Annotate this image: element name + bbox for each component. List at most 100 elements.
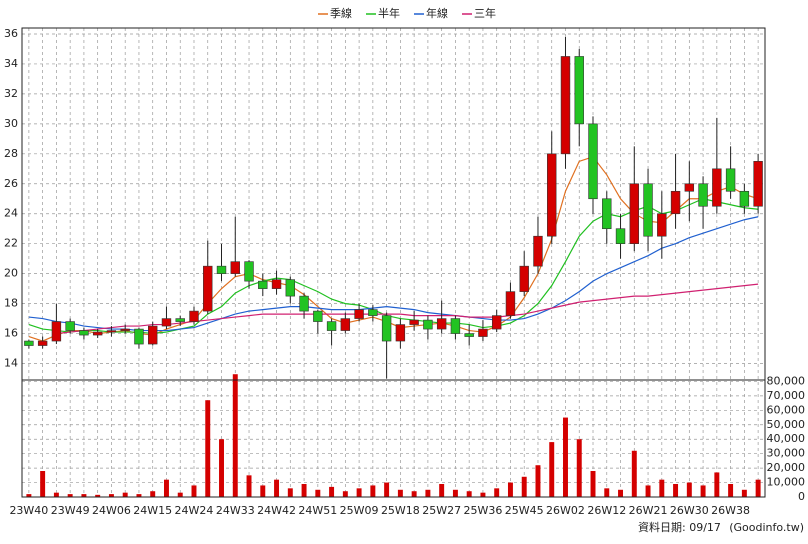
volume-bar	[301, 484, 307, 497]
volume-bar	[150, 491, 156, 497]
candle-body	[299, 295, 309, 312]
panel-frame	[21, 379, 766, 498]
y-tick-label: 26	[4, 177, 18, 190]
x-tick-label: 24W42	[257, 504, 296, 517]
candle-body	[725, 168, 736, 192]
candle-body	[313, 310, 323, 322]
candle-body	[491, 315, 502, 330]
candle-body	[24, 340, 34, 346]
volume-bar	[714, 472, 720, 497]
volume-bar	[439, 484, 445, 497]
candle-body	[271, 279, 282, 289]
x-tick-label: 26W30	[670, 504, 709, 517]
volume-bar	[53, 492, 59, 497]
candle-body	[602, 198, 612, 230]
candle-body	[588, 123, 598, 200]
x-tick-label: 24W33	[216, 504, 255, 517]
candle-body	[533, 235, 543, 267]
candle-body	[120, 328, 130, 331]
volume-bar	[40, 471, 46, 497]
y2-tick-label: 80,000	[767, 374, 806, 387]
x-tick-label: 24W06	[92, 504, 131, 517]
candle-body	[505, 291, 516, 316]
volume-bar	[466, 491, 472, 497]
volume-bar	[219, 439, 224, 497]
y-tick-label: 32	[4, 87, 18, 100]
x-tick-label: 24W24	[175, 504, 214, 517]
volume-bar	[356, 488, 362, 497]
volume-bar	[26, 494, 32, 497]
candle-body	[643, 183, 653, 237]
volume-bar	[728, 484, 734, 497]
x-tick-label: 24W15	[133, 504, 172, 517]
y2-tick-label: 60,000	[767, 403, 806, 416]
volume-bar	[659, 479, 665, 497]
volume-bar	[205, 400, 211, 497]
candle-body	[203, 265, 213, 312]
y-tick-label: 20	[4, 267, 18, 280]
candle-body	[285, 279, 296, 297]
volume-bar	[604, 488, 610, 497]
volume-bar	[452, 489, 458, 497]
y-tick-label: 16	[4, 327, 18, 340]
volume-bar	[494, 488, 500, 497]
ma-line	[56, 283, 759, 335]
volume-bar	[590, 471, 596, 497]
y-tick-label: 34	[4, 57, 18, 70]
x-tick-label: 25W09	[340, 504, 379, 517]
volume-bar	[287, 488, 293, 497]
candle-body	[547, 153, 557, 237]
candle-body	[560, 56, 571, 155]
legend-label: 年線	[426, 6, 448, 20]
candle-body	[574, 56, 584, 125]
candle-body	[436, 318, 447, 330]
volume-bar	[163, 479, 169, 497]
volume-bar	[576, 439, 582, 497]
volume-bar	[95, 494, 101, 497]
x-tick-label: 26W02	[546, 504, 585, 517]
volume-bar	[480, 492, 486, 497]
candle-body	[354, 309, 364, 319]
candle-body	[519, 265, 529, 292]
y-tick-label: 36	[4, 27, 18, 40]
legend-label: 半年	[378, 6, 400, 20]
candle-body	[753, 161, 763, 207]
volume-bar	[645, 485, 651, 497]
volume-bar	[370, 485, 376, 497]
volume-bar	[535, 465, 541, 497]
candle-body	[657, 213, 667, 237]
candle-body	[423, 319, 433, 330]
legend-label: 三年	[474, 6, 496, 20]
legend-label: 季線	[330, 6, 352, 20]
candle-body	[148, 325, 158, 345]
candle-body	[134, 328, 144, 345]
volume-bar	[411, 491, 417, 497]
volume-bar	[315, 489, 321, 497]
y2-tick-label: 40,000	[767, 432, 806, 445]
candle-body	[189, 310, 199, 322]
volume-bar	[384, 482, 390, 497]
volume-bar	[741, 489, 747, 497]
candle-body	[698, 183, 708, 207]
volume-bar	[686, 482, 692, 497]
candle-body	[244, 261, 254, 282]
x-tick-label: 25W45	[505, 504, 544, 517]
candle-body	[175, 318, 185, 322]
volume-bar	[507, 482, 513, 497]
candle-body	[106, 330, 117, 333]
volume-bar	[136, 494, 142, 497]
y2-tick-label: 10,000	[767, 476, 806, 489]
volume-bar	[673, 484, 679, 497]
x-tick-label: 25W36	[463, 504, 502, 517]
candle-body	[340, 318, 351, 331]
volume-bar	[246, 475, 252, 497]
volume-bar	[232, 374, 238, 497]
candle-body	[629, 183, 639, 244]
candle-body	[464, 333, 474, 337]
volume-bar	[122, 492, 128, 497]
y-tick-label: 24	[4, 207, 18, 220]
volume-bar	[618, 489, 624, 497]
x-tick-label: 26W12	[587, 504, 626, 517]
volume-bar	[342, 491, 348, 497]
candle-body	[216, 265, 227, 274]
